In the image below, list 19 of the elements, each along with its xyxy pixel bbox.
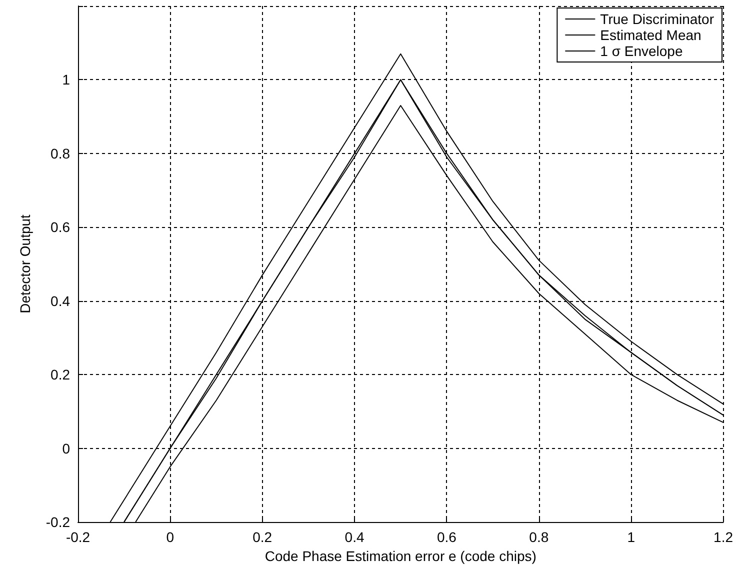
x-tick-label: 1.2 bbox=[714, 529, 734, 545]
x-tick-label: 0.8 bbox=[529, 529, 549, 545]
x-axis-title: Code Phase Estimation error e (code chips) bbox=[264, 548, 536, 564]
y-tick-label: -0.2 bbox=[46, 514, 70, 530]
x-tick-label: 0.2 bbox=[252, 529, 272, 545]
y-tick-label: 0 bbox=[62, 440, 70, 456]
x-tick-label: 0.6 bbox=[436, 529, 457, 545]
x-tick-label: 1 bbox=[627, 529, 636, 545]
legend-label: 1 σ Envelope bbox=[600, 43, 683, 59]
legend-label: Estimated Mean bbox=[600, 27, 702, 43]
y-tick-label: 0.2 bbox=[50, 366, 70, 383]
y-tick-label: 0.8 bbox=[50, 145, 70, 162]
y-tick-label: 0.4 bbox=[50, 292, 70, 309]
x-tick-label: 0.4 bbox=[344, 529, 364, 545]
y-tick-label: 0.6 bbox=[50, 219, 70, 236]
y-tick-label: 1 bbox=[62, 72, 70, 88]
x-tick-label: 0 bbox=[166, 529, 174, 545]
legend-label: True Discriminator bbox=[600, 11, 714, 27]
y-axis-title: Detector Output bbox=[17, 214, 33, 314]
